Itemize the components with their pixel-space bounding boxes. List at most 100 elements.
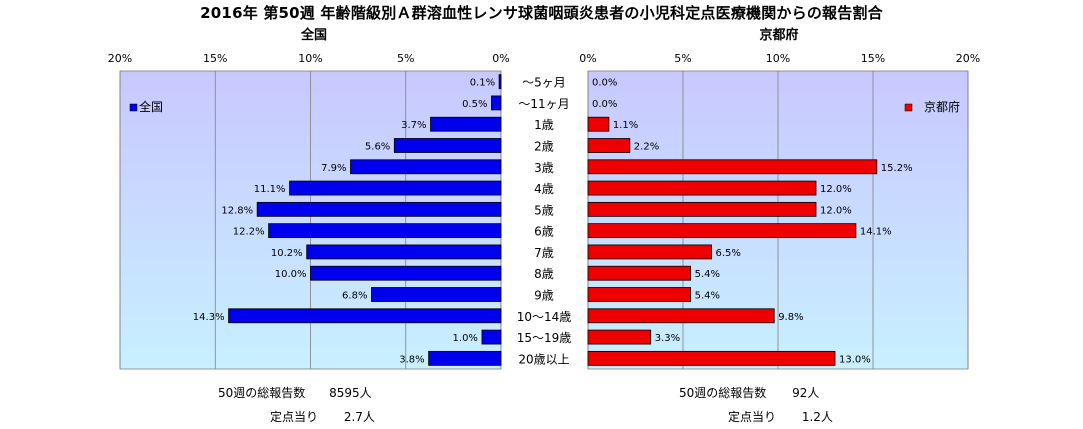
national-bar <box>491 95 502 111</box>
category-label: 8歳 <box>534 267 554 281</box>
kyoto-bar <box>587 223 857 239</box>
national-data-label: 10.0% <box>275 269 307 280</box>
national-bar <box>256 201 502 217</box>
kyoto-tick-label: 0% <box>579 52 596 65</box>
kyoto-data-label: 12.0% <box>820 205 852 216</box>
category-label: 15～19歳 <box>517 331 572 345</box>
national-bar <box>430 116 502 132</box>
national-bar <box>498 74 502 90</box>
national-per-label: 定点当り <box>270 410 319 424</box>
national-bar <box>428 350 502 366</box>
kyoto-total-value: 92人 <box>792 386 820 400</box>
chart-title: 2016年 第50週 年齢階級別Ａ群溶血性レンサ球菌咽頭炎患者の小児科定点医療機… <box>200 4 883 22</box>
national-data-label: 11.1% <box>254 184 286 195</box>
kyoto-data-label: 12.0% <box>820 184 852 195</box>
kyoto-bar <box>587 116 610 132</box>
national-data-label: 5.6% <box>365 142 390 153</box>
national-data-label: 6.8% <box>342 291 367 302</box>
national-plot-border <box>119 70 502 370</box>
kyoto-plot-border <box>587 70 969 370</box>
national-data-label: 10.2% <box>271 248 303 259</box>
national-legend-swatch <box>129 103 138 112</box>
category-label: 4歳 <box>534 182 554 196</box>
national-data-label: 12.2% <box>233 227 265 238</box>
kyoto-per-value: 1.2人 <box>801 410 833 424</box>
national-bar <box>228 308 502 324</box>
kyoto-tick-label: 5% <box>674 52 691 65</box>
national-bar <box>481 329 502 345</box>
national-total-label: 50週の総報告数 <box>218 386 306 400</box>
category-label: 2歳 <box>534 140 554 154</box>
kyoto-bar <box>587 287 691 302</box>
kyoto-data-label: 0.0% <box>592 99 617 110</box>
kyoto-per-label: 定点当り <box>728 410 777 424</box>
kyoto-legend-label: 京都府 <box>924 99 960 114</box>
kyoto-bar <box>587 180 817 196</box>
category-label: ～11ヶ月 <box>518 97 569 111</box>
national-total-value: 8595人 <box>329 386 372 400</box>
kyoto-data-label: 0.0% <box>592 78 617 89</box>
kyoto-data-label: 13.0% <box>839 354 871 365</box>
national-data-label: 3.8% <box>399 354 424 365</box>
category-label: 10～14歳 <box>517 310 572 324</box>
kyoto-data-label: 14.1% <box>860 227 892 238</box>
national-data-label: 3.7% <box>401 120 426 131</box>
category-label: 1歳 <box>534 118 554 132</box>
kyoto-bar <box>587 201 817 217</box>
national-panel-title: 全国 <box>300 28 327 43</box>
kyoto-data-label: 2.2% <box>634 142 659 153</box>
kyoto-bar <box>587 350 836 366</box>
kyoto-data-label: 9.8% <box>778 312 803 323</box>
national-data-label: 0.5% <box>462 99 487 110</box>
category-label: 3歳 <box>534 161 554 175</box>
kyoto-data-label: 3.3% <box>655 333 680 344</box>
national-data-label: 1.0% <box>453 333 478 344</box>
kyoto-data-label: 5.4% <box>695 269 720 280</box>
kyoto-data-label: 15.2% <box>881 163 913 174</box>
category-label: 5歳 <box>534 203 554 217</box>
national-per-value: 2.7人 <box>343 410 375 424</box>
kyoto-bar <box>587 308 775 324</box>
kyoto-data-label: 6.5% <box>716 248 741 259</box>
category-label: 6歳 <box>534 225 554 239</box>
category-label: ～5ヶ月 <box>522 76 566 90</box>
national-data-label: 14.3% <box>193 312 225 323</box>
kyoto-tick-label: 15% <box>861 52 885 65</box>
national-per-row: 定点当り 2.7人 <box>270 408 375 425</box>
national-tick-label: 15% <box>203 52 227 65</box>
kyoto-data-label: 5.4% <box>695 291 720 302</box>
category-label: 7歳 <box>534 246 554 260</box>
kyoto-bar <box>587 329 652 345</box>
national-bar <box>371 287 502 302</box>
national-bar <box>393 138 502 153</box>
kyoto-total-label: 50週の総報告数 <box>679 386 767 400</box>
kyoto-legend-swatch <box>904 103 913 112</box>
kyoto-panel-title: 京都府 <box>759 28 799 43</box>
national-bar <box>289 180 502 196</box>
kyoto-data-label: 1.1% <box>613 120 638 131</box>
kyoto-bar <box>587 138 631 153</box>
national-tick-label: 5% <box>397 52 414 65</box>
kyoto-per-row: 定点当り 1.2人 <box>728 408 833 425</box>
national-bar <box>310 265 502 281</box>
kyoto-total-row: 50週の総報告数 92人 <box>679 384 819 401</box>
national-bar <box>268 223 502 239</box>
kyoto-tick-label: 10% <box>766 52 790 65</box>
kyoto-bar <box>587 265 691 281</box>
national-tick-label: 10% <box>298 52 322 65</box>
national-data-label: 7.9% <box>321 163 346 174</box>
category-label: 20歳以上 <box>518 352 569 366</box>
kyoto-bar <box>587 244 712 260</box>
national-legend-label: 全国 <box>139 99 163 114</box>
national-data-label: 12.8% <box>221 205 253 216</box>
category-label: 9歳 <box>534 289 554 303</box>
national-bar <box>350 159 502 175</box>
national-total-row: 50週の総報告数 8595人 <box>218 384 372 401</box>
national-bar <box>306 244 502 260</box>
national-data-label: 0.1% <box>470 78 495 89</box>
kyoto-tick-label: 20% <box>956 52 980 65</box>
national-tick-label: 0% <box>492 52 509 65</box>
kyoto-bar <box>587 159 878 175</box>
national-tick-label: 20% <box>108 52 132 65</box>
